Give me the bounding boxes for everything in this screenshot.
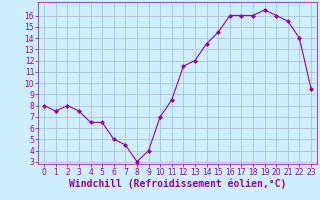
X-axis label: Windchill (Refroidissement éolien,°C): Windchill (Refroidissement éolien,°C)	[69, 179, 286, 189]
